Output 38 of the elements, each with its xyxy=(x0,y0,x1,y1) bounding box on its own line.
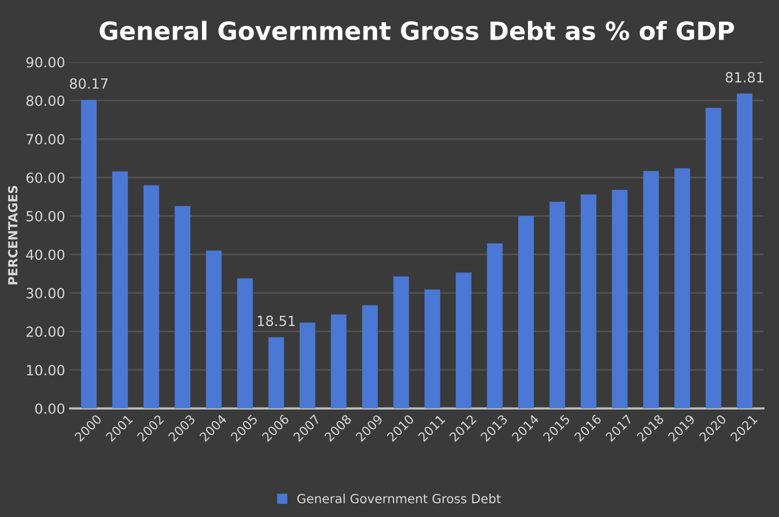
y-tick-label: 0.00 xyxy=(35,403,64,414)
y-tick-label: 80.00 xyxy=(26,95,64,106)
bar xyxy=(518,216,534,408)
bar xyxy=(736,94,752,408)
bar xyxy=(237,278,253,408)
bar xyxy=(144,185,160,408)
bar xyxy=(362,305,378,408)
y-tick-label: 40.00 xyxy=(26,249,64,260)
data-label: 81.81 xyxy=(726,72,764,83)
y-tick-label: 50.00 xyxy=(26,210,64,222)
bar xyxy=(643,170,659,408)
bar xyxy=(706,108,722,408)
bar xyxy=(81,100,97,408)
bar xyxy=(174,206,190,408)
bar xyxy=(330,314,346,408)
data-label: 18.51 xyxy=(258,316,295,326)
y-tick-label: 20.00 xyxy=(26,326,64,337)
y-tick-label: 90.00 xyxy=(26,57,64,68)
bar xyxy=(393,276,409,408)
bar xyxy=(206,250,222,408)
bar xyxy=(549,202,566,408)
y-tick-label: 60.00 xyxy=(26,172,64,183)
bar xyxy=(424,290,440,408)
y-tick-label: 30.00 xyxy=(26,288,64,298)
bar xyxy=(112,171,128,408)
y-tick-label: 70.00 xyxy=(26,134,64,144)
bar xyxy=(674,168,690,408)
bar xyxy=(487,243,503,408)
bar xyxy=(456,272,472,408)
bar xyxy=(268,337,284,408)
bar xyxy=(612,190,628,408)
y-tick-label: 10.00 xyxy=(27,364,64,376)
y-axis-title: PERCENTAGES xyxy=(8,186,18,284)
chart-title: General Government Gross Debt as % of GDP xyxy=(100,20,734,40)
bar xyxy=(580,194,596,408)
bar xyxy=(300,322,316,408)
legend-label: General Government Gross Debt xyxy=(297,494,501,504)
data-label: 80.17 xyxy=(70,78,108,89)
